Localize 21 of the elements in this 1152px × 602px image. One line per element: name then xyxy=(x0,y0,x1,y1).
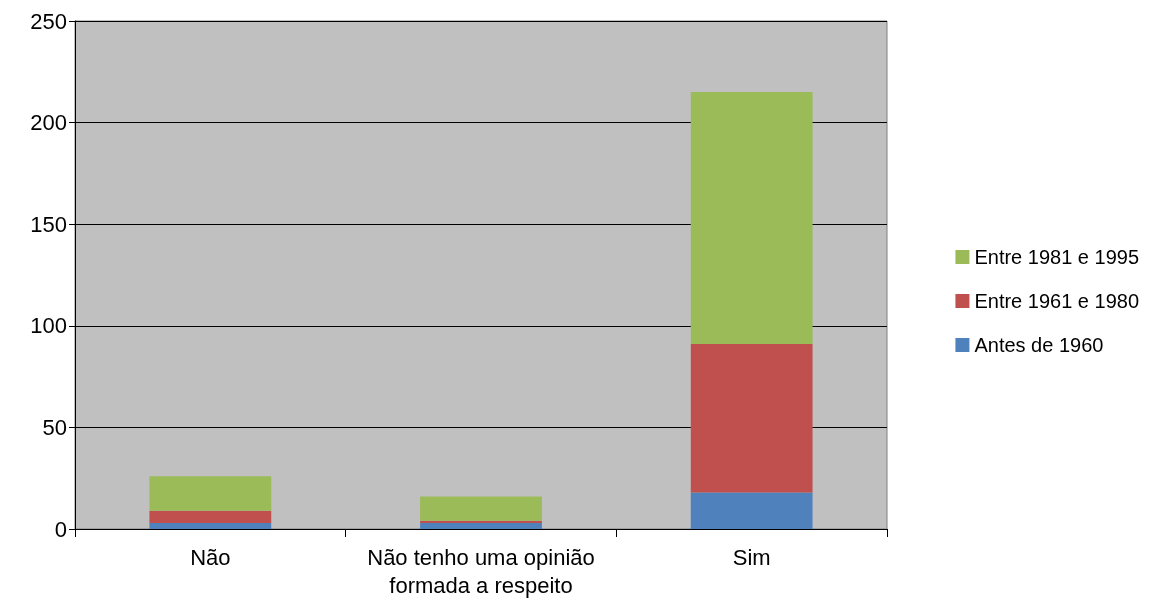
bar xyxy=(420,520,542,523)
bar xyxy=(149,510,272,523)
bar xyxy=(420,522,542,529)
bar xyxy=(149,522,272,529)
y-tick-label: 200 xyxy=(30,110,67,136)
x-tick-label: Sim xyxy=(732,544,771,570)
bar xyxy=(690,344,813,493)
y-tick-label: 50 xyxy=(42,414,67,440)
bar xyxy=(420,496,542,521)
bar xyxy=(690,492,813,529)
legend-label: Antes de 1960 xyxy=(974,334,1104,356)
x-tick-label: Não tenho uma opinião formada a respeito xyxy=(367,544,595,598)
bar xyxy=(690,92,813,345)
x-tick-label: Não xyxy=(190,544,231,570)
y-tick-label: 100 xyxy=(30,313,67,339)
legend-label: Entre 1961 e 1980 xyxy=(974,290,1140,312)
bar xyxy=(149,476,272,511)
legend-label: Entre 1981 e 1995 xyxy=(974,246,1140,268)
y-tick-label: 0 xyxy=(54,516,67,542)
y-tick-label: 150 xyxy=(30,211,67,237)
y-tick-label: 250 xyxy=(30,8,67,34)
